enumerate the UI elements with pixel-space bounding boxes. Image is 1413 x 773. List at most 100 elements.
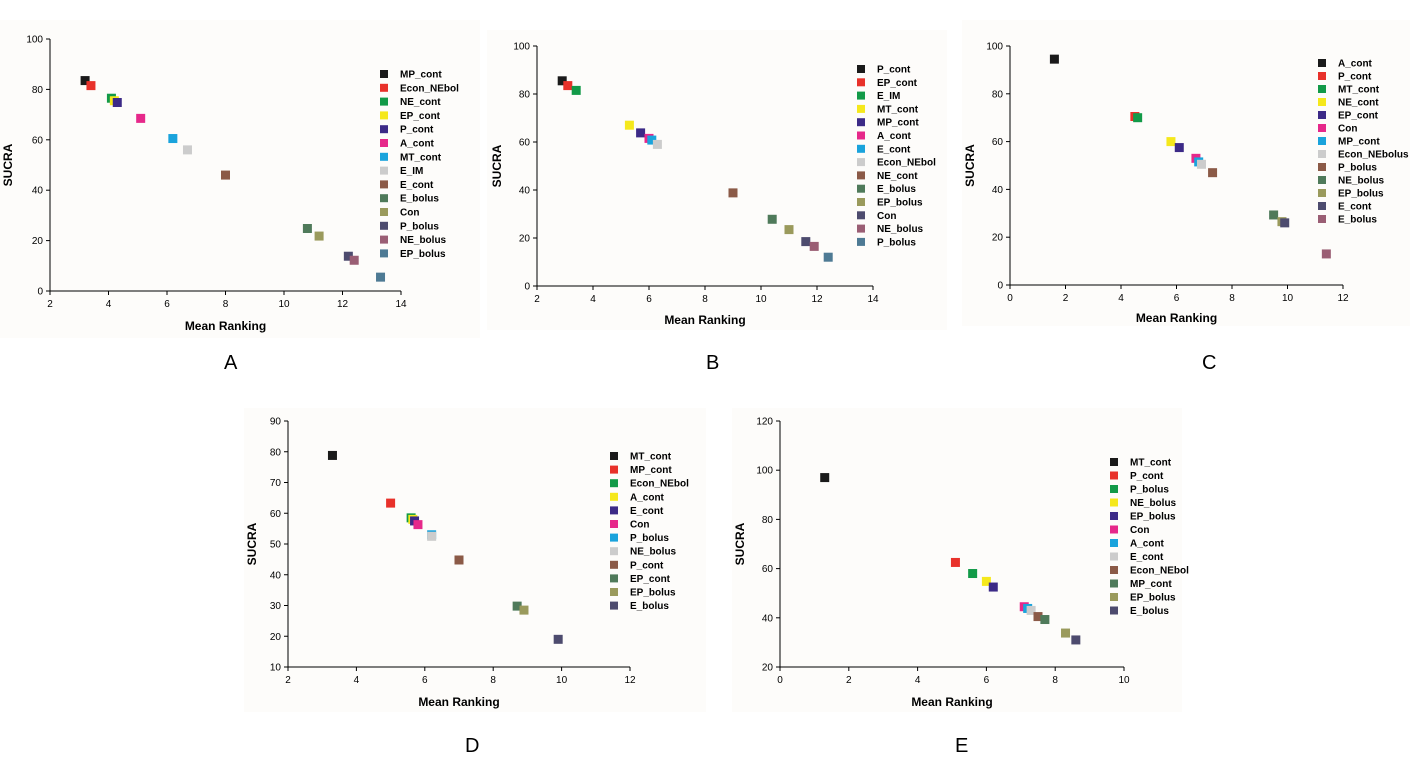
chart-b-svg: 2 4 6 8 10 12 14 0 20 40 60 80 100 Mean Ranking SUCRA P… [490, 42, 936, 328]
legend-label: EP_cont [877, 78, 918, 89]
legend-swatch [610, 560, 618, 569]
x-tick-label: 6 [646, 294, 652, 305]
legend-label: P_bolus [1130, 485, 1169, 496]
y-tick-label: 80 [992, 89, 1004, 100]
legend-swatch [380, 152, 388, 161]
chart-a-svg: 2 4 6 8 10 12 14 0 20 40 60 80 100 Mean Ranking SUCRA M… [1, 35, 459, 334]
legend-label: A_cont [1338, 59, 1373, 70]
x-tick-label: 4 [1118, 293, 1124, 304]
legend-label: NE_bolus [630, 547, 677, 558]
y-tick-label: 20 [32, 236, 44, 247]
x-tick-label: 12 [811, 294, 823, 305]
legend-label: MT_cont [1130, 458, 1172, 469]
data-point [553, 634, 563, 644]
legend-label: E_cont [877, 144, 911, 155]
legend-swatch [380, 221, 388, 230]
x-tick-label: 4 [915, 675, 921, 686]
chart-c-group: 0 2 4 6 8 10 12 0 20 40 60 80 100 Mean Ranking SUCRA A_… [963, 42, 1409, 326]
legend-swatch [380, 194, 388, 203]
legend-label: E_bolus [1130, 606, 1169, 617]
x-axis-title: Mean Ranking [1136, 311, 1217, 325]
data-point [767, 214, 777, 224]
y-tick-label: 120 [756, 417, 773, 428]
x-tick-label: 2 [47, 299, 53, 310]
data-point [512, 601, 522, 611]
y-tick-label: 60 [519, 138, 531, 149]
y-tick-label: 20 [519, 234, 531, 245]
data-point [950, 557, 960, 567]
legend-swatch [1110, 606, 1118, 615]
legend-swatch [610, 574, 618, 583]
data-point [809, 241, 819, 251]
y-tick-label: 40 [992, 185, 1004, 196]
data-point [182, 145, 192, 155]
legend-swatch [1318, 72, 1326, 80]
x-tick-label: 6 [164, 299, 170, 310]
legend-swatch [1318, 137, 1326, 145]
legend-label: P_bolus [630, 533, 669, 544]
legend-swatch [857, 171, 865, 180]
data-point [343, 251, 353, 261]
x-tick-label: 4 [354, 675, 360, 686]
legend-label: E_bolus [1338, 215, 1377, 226]
y-tick-label: 100 [26, 35, 43, 46]
data-point [624, 120, 634, 130]
y-axis-title: SUCRA [963, 144, 977, 187]
legend-label: A_cont [400, 139, 435, 150]
legend-swatch [610, 506, 618, 515]
legend-swatch [857, 158, 865, 167]
chart-c-svg: 0 2 4 6 8 10 12 0 20 40 60 80 100 Mean Ranking SUCRA A_… [963, 42, 1409, 326]
legend-label: MP_cont [630, 465, 672, 476]
legend-label: MP_cont [400, 70, 442, 81]
data-point [647, 135, 657, 145]
legend-label: Con [877, 211, 896, 222]
data-point [136, 113, 146, 123]
legend-swatch [857, 184, 865, 193]
legend-label: P_bolus [1338, 163, 1377, 174]
legend-swatch [1110, 471, 1118, 480]
y-tick-label: 90 [270, 417, 282, 428]
legend-swatch [1110, 498, 1118, 507]
data-point [327, 450, 337, 460]
legend-label: E_cont [630, 506, 664, 517]
data-point [784, 225, 794, 235]
data-point [519, 605, 529, 615]
legend-swatch [1110, 579, 1118, 588]
x-tick-label: 10 [755, 294, 767, 305]
legend-swatch [610, 588, 618, 596]
legend-swatch [610, 479, 618, 488]
legend-label: Con [1130, 525, 1149, 536]
legend-swatch [380, 83, 388, 92]
data-point [427, 531, 437, 541]
x-tick-label: 14 [867, 294, 879, 305]
panel-label-b: B [706, 352, 720, 374]
legend-label: P_cont [877, 65, 911, 76]
data-point [1033, 612, 1043, 622]
y-tick-label: 100 [513, 42, 530, 53]
panel-label-d: D [465, 735, 480, 757]
y-tick-label: 40 [32, 186, 44, 197]
legend-swatch [1318, 150, 1326, 158]
x-axis-title: Mean Ranking [664, 313, 745, 327]
legend-swatch [1318, 163, 1326, 171]
legend-swatch [1110, 593, 1118, 601]
legend-label: Con [400, 208, 419, 219]
chart-d-svg: 2 4 6 8 10 12 10 20 30 40 50 60 70 80 90 Mean Ranking SU… [245, 417, 689, 710]
data-point [1040, 615, 1050, 625]
y-axis-title: SUCRA [733, 522, 747, 565]
legend-label: NE_bolus [877, 224, 924, 235]
data-point [728, 188, 738, 198]
data-point [563, 81, 573, 91]
legend-swatch [1110, 485, 1118, 493]
data-point [823, 252, 833, 262]
legend-label: EP_cont [1338, 111, 1379, 122]
y-tick-label: 100 [756, 466, 773, 477]
legend-swatch [380, 125, 388, 134]
legend-label: EP_bolus [1338, 189, 1384, 200]
data-point [820, 473, 830, 483]
x-tick-label: 4 [106, 299, 112, 310]
y-tick-label: 80 [762, 515, 774, 526]
data-point [1269, 210, 1279, 220]
y-tick-label: 20 [992, 233, 1004, 244]
legend-swatch [1318, 111, 1326, 119]
